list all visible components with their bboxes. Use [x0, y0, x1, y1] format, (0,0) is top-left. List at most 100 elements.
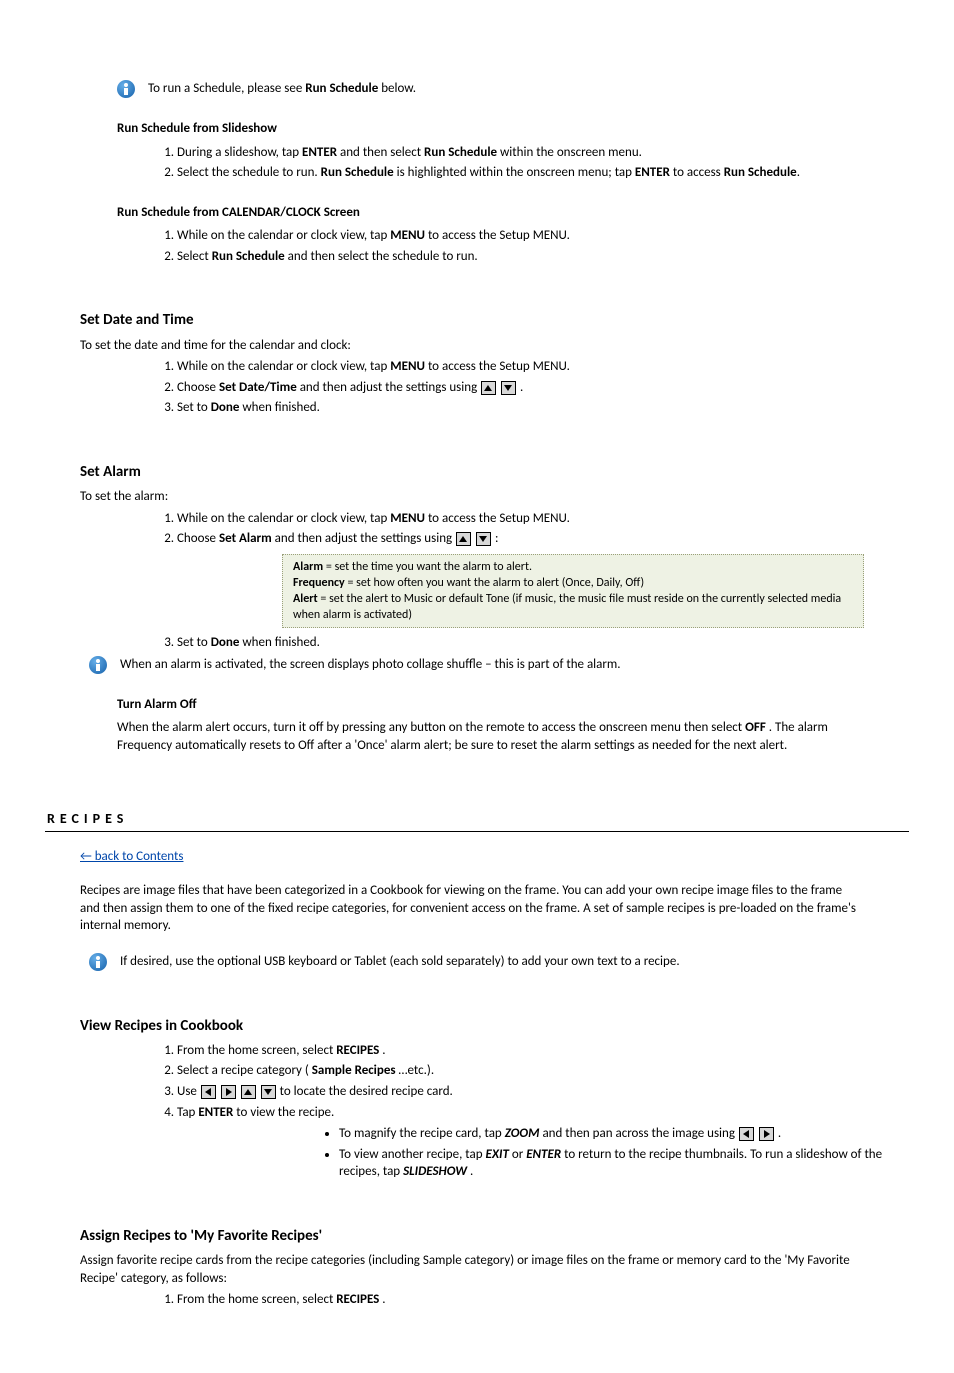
key-done: Done	[211, 635, 240, 650]
list-item: Use to locate the desired recipe card.	[177, 1083, 909, 1101]
text: While on the calendar or clock view, tap	[177, 228, 390, 243]
key-set-alarm: Set Alarm	[219, 531, 272, 546]
key-run-schedule: Run Schedule	[424, 145, 497, 160]
note-text-2: below.	[381, 81, 416, 96]
text: During a slideshow, tap	[177, 145, 302, 160]
sa-note: When an alarm is activated, the screen d…	[117, 656, 864, 674]
text: and then select	[340, 145, 424, 160]
key-recipes: RECIPES	[336, 1043, 379, 1058]
text: Use	[177, 1084, 200, 1099]
list-item: Set to Done when finished.	[177, 399, 909, 417]
text: and then pan across the image using	[542, 1126, 737, 1141]
turn-alarm-off-body: When the alarm alert occurs, turn it off…	[117, 719, 864, 754]
list-item: While on the calendar or clock view, tap…	[177, 227, 909, 245]
key-run-schedule: Run Schedule	[212, 249, 285, 264]
key-menu: MENU	[390, 228, 425, 243]
up-arrow-icon	[481, 381, 496, 395]
key-recipes: RECIPES	[336, 1292, 379, 1307]
hint-row: Alarm = set the time you want the alarm …	[293, 559, 853, 575]
text: and then adjust the settings using	[275, 531, 455, 546]
text: If desired, use the optional USB keyboar…	[120, 954, 680, 969]
note-run-schedule: To run a Schedule, please see Run Schedu…	[117, 80, 909, 98]
key-enter: ENTER	[302, 145, 337, 160]
info-icon	[117, 80, 135, 98]
heading-rs-cal: Run Schedule from CALENDAR/CLOCK Screen	[117, 204, 909, 222]
text: .	[778, 1126, 781, 1141]
text: .	[769, 720, 772, 735]
text: to access the Setup MENU.	[428, 228, 570, 243]
key-done: Done	[211, 400, 240, 415]
text: when finished.	[242, 635, 320, 650]
up-arrow-icon	[456, 532, 471, 546]
heading-set-alarm: Set Alarm	[80, 462, 909, 482]
text: to locate the desired recipe card.	[280, 1084, 453, 1099]
text: to access the Setup MENU.	[428, 359, 570, 374]
alarm-hint-box: Alarm = set the time you want the alarm …	[282, 554, 864, 629]
recipes-intro: Recipes are image files that have been c…	[80, 882, 864, 935]
list-item: Tap ENTER to view the recipe. To magnify…	[177, 1104, 909, 1181]
text: and then select the schedule to run.	[288, 249, 478, 264]
text: …etc.).	[399, 1063, 435, 1078]
list-item: While on the calendar or clock view, tap…	[177, 510, 909, 528]
back-to-contents-link[interactable]: ← back to Contents	[80, 848, 183, 866]
hint-row: Frequency = set how often you want the a…	[293, 575, 853, 591]
list-view-recipes: From the home screen, select RECIPES . S…	[177, 1042, 909, 1181]
key-run-schedule: Run Schedule	[321, 165, 394, 180]
list-item: Choose Set Alarm and then adjust the set…	[177, 530, 909, 628]
list-rs-slideshow: During a slideshow, tap ENTER and then s…	[177, 144, 909, 182]
text: To magnify the recipe card, tap	[339, 1126, 505, 1141]
text: Tap	[177, 1105, 198, 1120]
hint-text: = set the alert to Music or default Tone…	[293, 592, 841, 622]
list-item: From the home screen, select RECIPES .	[177, 1291, 909, 1309]
info-icon	[89, 656, 107, 674]
text: While on the calendar or clock view, tap	[177, 511, 390, 526]
list-assign-recipes: From the home screen, select RECIPES .	[177, 1291, 909, 1309]
text: to access	[673, 165, 724, 180]
text: Set to	[177, 635, 211, 650]
right-arrow-icon	[759, 1127, 774, 1141]
text: Choose	[177, 380, 219, 395]
list-item: While on the calendar or clock view, tap…	[177, 358, 909, 376]
hint-key: Alert	[293, 592, 318, 606]
hint-key: Alarm	[293, 560, 323, 574]
text: when finished.	[242, 400, 320, 415]
list-item: Choose Set Date/Time and then adjust the…	[177, 379, 909, 397]
key-menu: MENU	[390, 359, 425, 374]
down-arrow-icon	[476, 532, 491, 546]
list-sdt: While on the calendar or clock view, tap…	[177, 358, 909, 417]
text: within the onscreen menu.	[500, 145, 642, 160]
sublist: To magnify the recipe card, tap ZOOM and…	[339, 1125, 909, 1181]
heading-turn-alarm-off: Turn Alarm Off	[117, 696, 909, 714]
down-arrow-icon	[501, 381, 516, 395]
note-text-1: To run a Schedule, please see	[148, 81, 305, 96]
list-item: Select the schedule to run. Run Schedule…	[177, 164, 909, 182]
down-arrow-icon	[261, 1085, 276, 1099]
text: to view the recipe.	[236, 1105, 334, 1120]
hint-key: Frequency	[293, 576, 345, 590]
text: Select	[177, 249, 212, 264]
key-off: OFF	[745, 720, 766, 735]
key-zoom: ZOOM	[505, 1126, 540, 1141]
key-enter: ENTER	[526, 1147, 561, 1162]
text: and then adjust the settings using	[300, 380, 480, 395]
text: :	[495, 531, 498, 546]
left-arrow-icon	[201, 1085, 216, 1099]
text: Choose	[177, 531, 219, 546]
text: When the alarm alert occurs, turn it off…	[117, 720, 745, 735]
list-item: To view another recipe, tap EXIT or ENTE…	[339, 1146, 909, 1181]
text: When an alarm is activated, the screen d…	[120, 657, 621, 672]
recipes-note: If desired, use the optional USB keyboar…	[117, 953, 864, 971]
hint-text: = set the time you want the alarm to ale…	[323, 560, 532, 574]
text: or	[512, 1147, 526, 1162]
text: to access the Setup MENU.	[428, 511, 570, 526]
up-arrow-icon	[241, 1085, 256, 1099]
sdt-intro: To set the date and time for the calenda…	[80, 337, 864, 355]
text: .	[382, 1043, 385, 1058]
text: Select the schedule to run.	[177, 165, 321, 180]
text: From the home screen, select	[177, 1292, 336, 1307]
section-heading-recipes: RECIPES	[45, 810, 909, 833]
text: To view another recipe, tap	[339, 1147, 486, 1162]
key-menu: MENU	[390, 511, 425, 526]
info-icon	[89, 953, 107, 971]
hint-text: = set how often you want the alarm to al…	[345, 576, 644, 590]
